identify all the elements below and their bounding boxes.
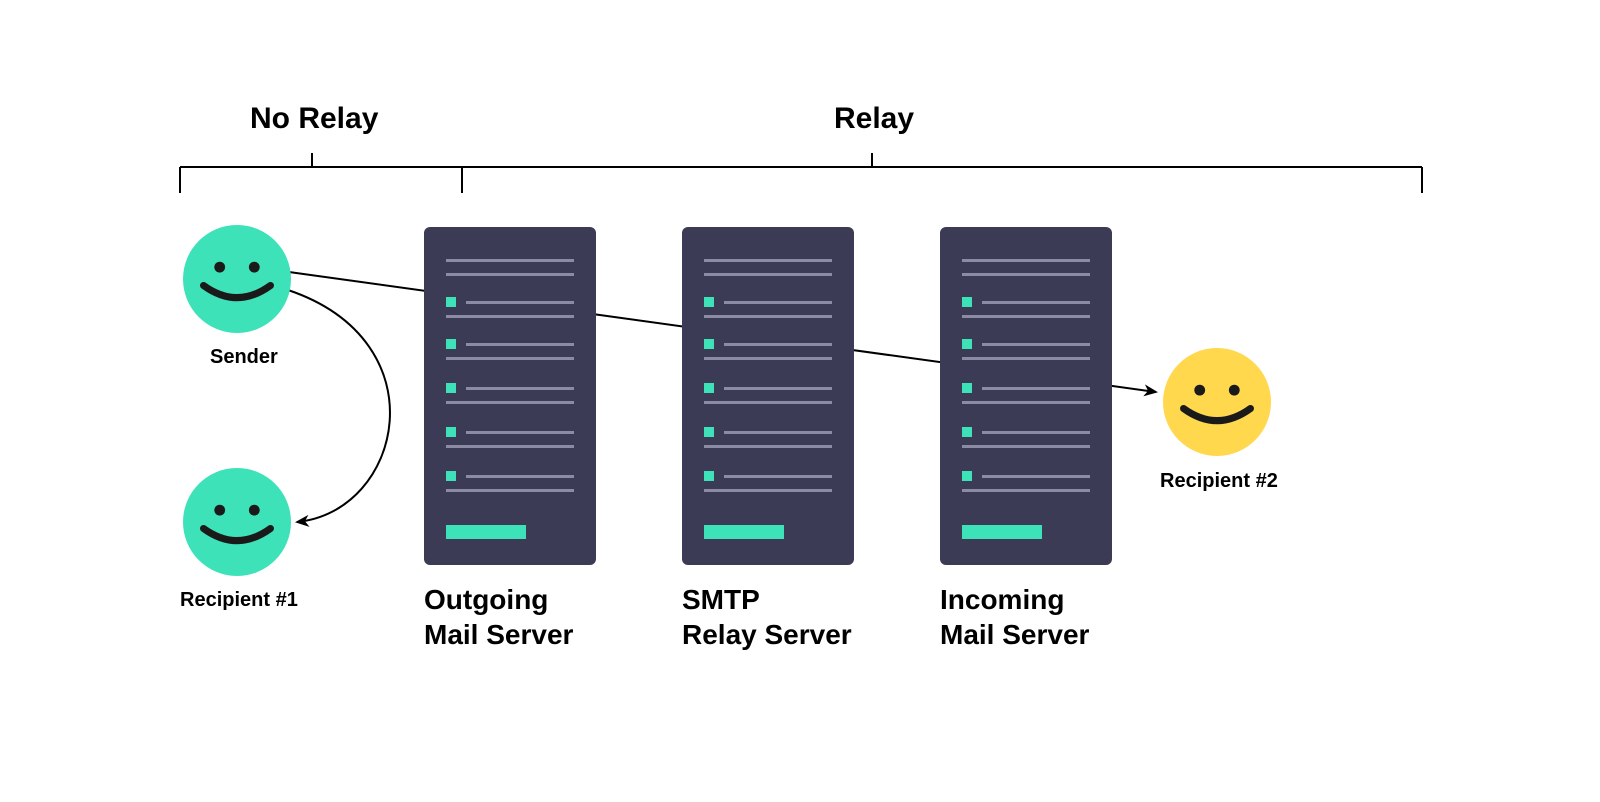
recipient2-face-icon <box>1163 348 1271 456</box>
recipient1-face-icon <box>183 468 291 576</box>
server-incoming <box>940 227 1112 565</box>
edge-sender-to-recipient1 <box>288 290 390 522</box>
server-smtp-label: SMTP Relay Server <box>682 582 852 652</box>
recipient1-label: Recipient #1 <box>180 589 298 612</box>
server-smtp-relay <box>682 227 854 565</box>
diagram-canvas: No Relay Relay Sender Recipient #1 Recip… <box>22 22 1578 758</box>
recipient2-label: Recipient #2 <box>1160 470 1278 493</box>
sender-face-icon <box>183 225 291 333</box>
header-relay-label: Relay <box>834 102 914 136</box>
sender-label: Sender <box>210 346 278 369</box>
server-outgoing <box>424 227 596 565</box>
header-no-relay-label: No Relay <box>250 102 378 136</box>
server-outgoing-label: Outgoing Mail Server <box>424 582 573 652</box>
server-incoming-label: Incoming Mail Server <box>940 582 1089 652</box>
